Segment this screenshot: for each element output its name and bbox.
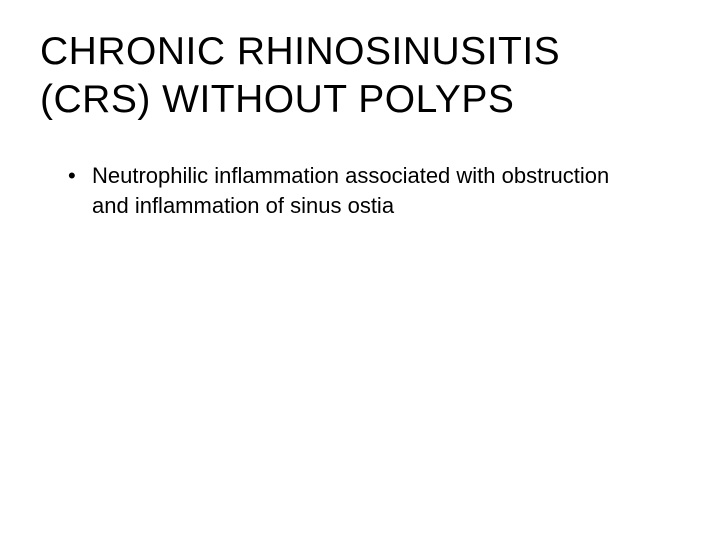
bullet-list: Neutrophilic inflammation associated wit… <box>40 161 680 220</box>
slide-title: CHRONIC RHINOSINUSITIS (CRS) WITHOUT POL… <box>40 28 680 123</box>
slide: CHRONIC RHINOSINUSITIS (CRS) WITHOUT POL… <box>0 0 720 540</box>
list-item: Neutrophilic inflammation associated wit… <box>68 161 632 220</box>
